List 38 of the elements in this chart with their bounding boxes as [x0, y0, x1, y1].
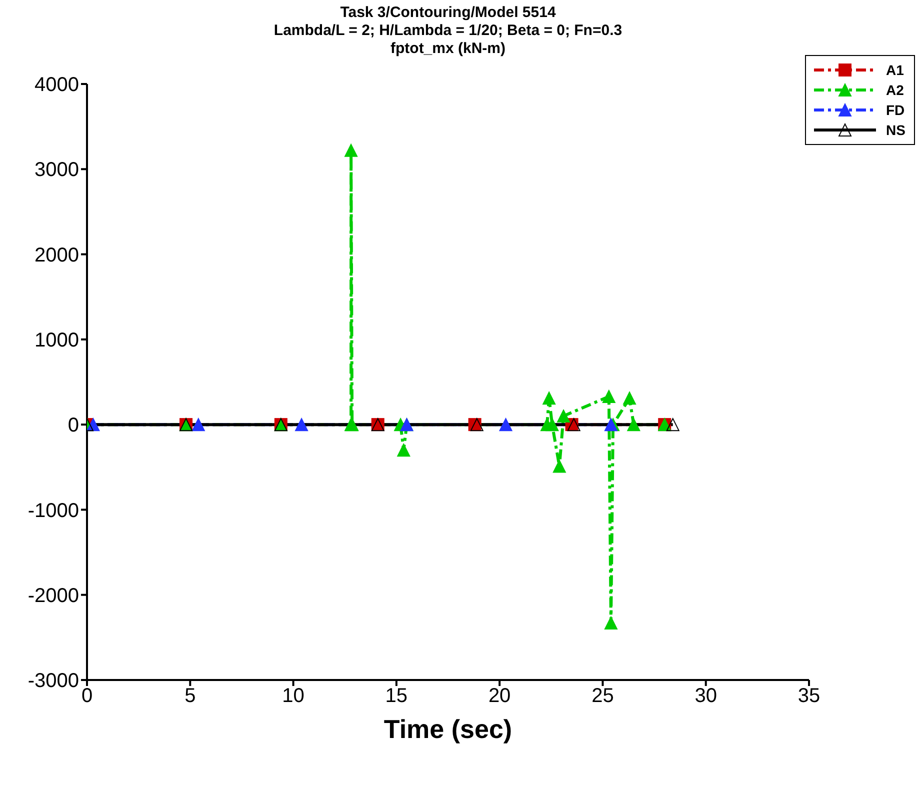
x-tick-label: 25 — [592, 685, 614, 708]
x-tick-label: 0 — [81, 685, 93, 708]
x-tick-label: 30 — [694, 685, 717, 708]
legend-label: NS — [886, 122, 906, 138]
point — [627, 418, 640, 432]
point — [192, 418, 205, 432]
x-tick-label: 20 — [488, 685, 511, 708]
y-tick-label: 0 — [68, 414, 79, 437]
chart-title: Task 3/Contouring/Model 5514 — [339, 4, 557, 22]
y-tick-label: 1000 — [34, 330, 79, 352]
legend-label: A2 — [886, 82, 904, 98]
point — [499, 418, 512, 432]
y-tick-label: -3000 — [28, 670, 79, 692]
point — [397, 444, 410, 457]
point — [623, 392, 636, 405]
point — [546, 418, 559, 432]
y-tick-label: 2000 — [34, 244, 79, 266]
x-axis-title: Time (sec) — [384, 714, 512, 744]
point — [604, 418, 618, 432]
x-tick-label: 35 — [798, 685, 820, 708]
point — [666, 418, 680, 432]
y-tick-label: 4000 — [34, 74, 79, 96]
x-tick-label: 5 — [184, 685, 196, 708]
point — [604, 616, 618, 630]
y-tick-label: -2000 — [28, 584, 79, 607]
point — [552, 460, 566, 473]
x-tick-label: 10 — [282, 685, 304, 708]
chart-subtitle: Lambda/L = 2; H/Lambda = 1/20; Beta = 0; Fn=0.3 fptot_mx (kN-m) — [272, 22, 624, 58]
legend-label: A1 — [886, 62, 904, 78]
x-tick-label: 15 — [385, 685, 408, 708]
y-tick-label: 3000 — [34, 159, 79, 182]
legend-label: FD — [886, 102, 905, 118]
y-tick-label: -1000 — [28, 500, 79, 522]
point — [542, 392, 556, 405]
point — [602, 390, 616, 403]
point — [295, 418, 308, 432]
point — [344, 144, 358, 157]
point — [557, 410, 570, 423]
